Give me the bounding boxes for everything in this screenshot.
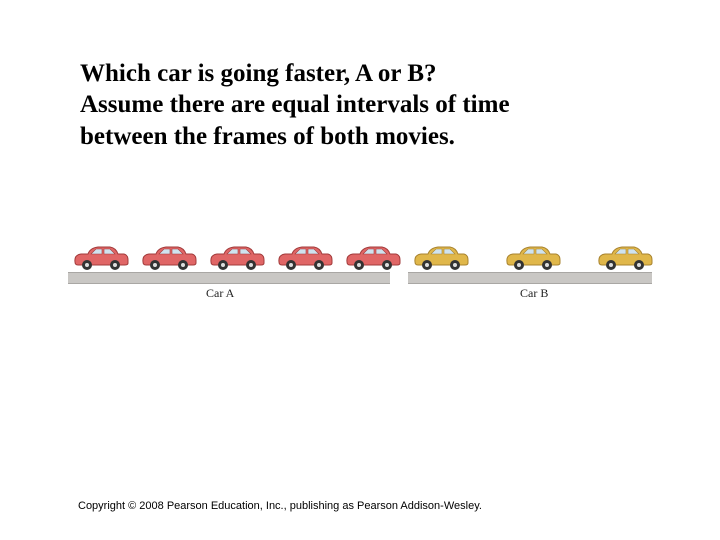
car-icon-b-1 — [504, 242, 562, 272]
copyright-text: Copyright © 2008 Pearson Education, Inc.… — [78, 500, 482, 512]
question-line-3: between the frames of both movies. — [80, 123, 455, 150]
car-icon-a-3 — [276, 242, 334, 272]
road — [68, 272, 390, 284]
car-b-label: Car B — [520, 286, 548, 301]
car-icon-a-4 — [344, 242, 402, 272]
car-a-label: Car A — [206, 286, 234, 301]
car-icon-a-1 — [140, 242, 198, 272]
slide: Which car is going faster, A or B? Assum… — [0, 0, 720, 540]
question-line-2: Assume there are equal intervals of time — [80, 91, 510, 118]
car-icon-a-2 — [208, 242, 266, 272]
car-icon-b-2 — [596, 242, 654, 272]
car-icon-a-0 — [72, 242, 130, 272]
question-line-1: Which car is going faster, A or B? — [80, 60, 437, 87]
car-icon-b-0 — [412, 242, 470, 272]
question-text: Which car is going faster, A or B? Assum… — [80, 58, 640, 152]
road — [408, 272, 652, 284]
cars-diagram: Car A Car B — [68, 230, 652, 304]
